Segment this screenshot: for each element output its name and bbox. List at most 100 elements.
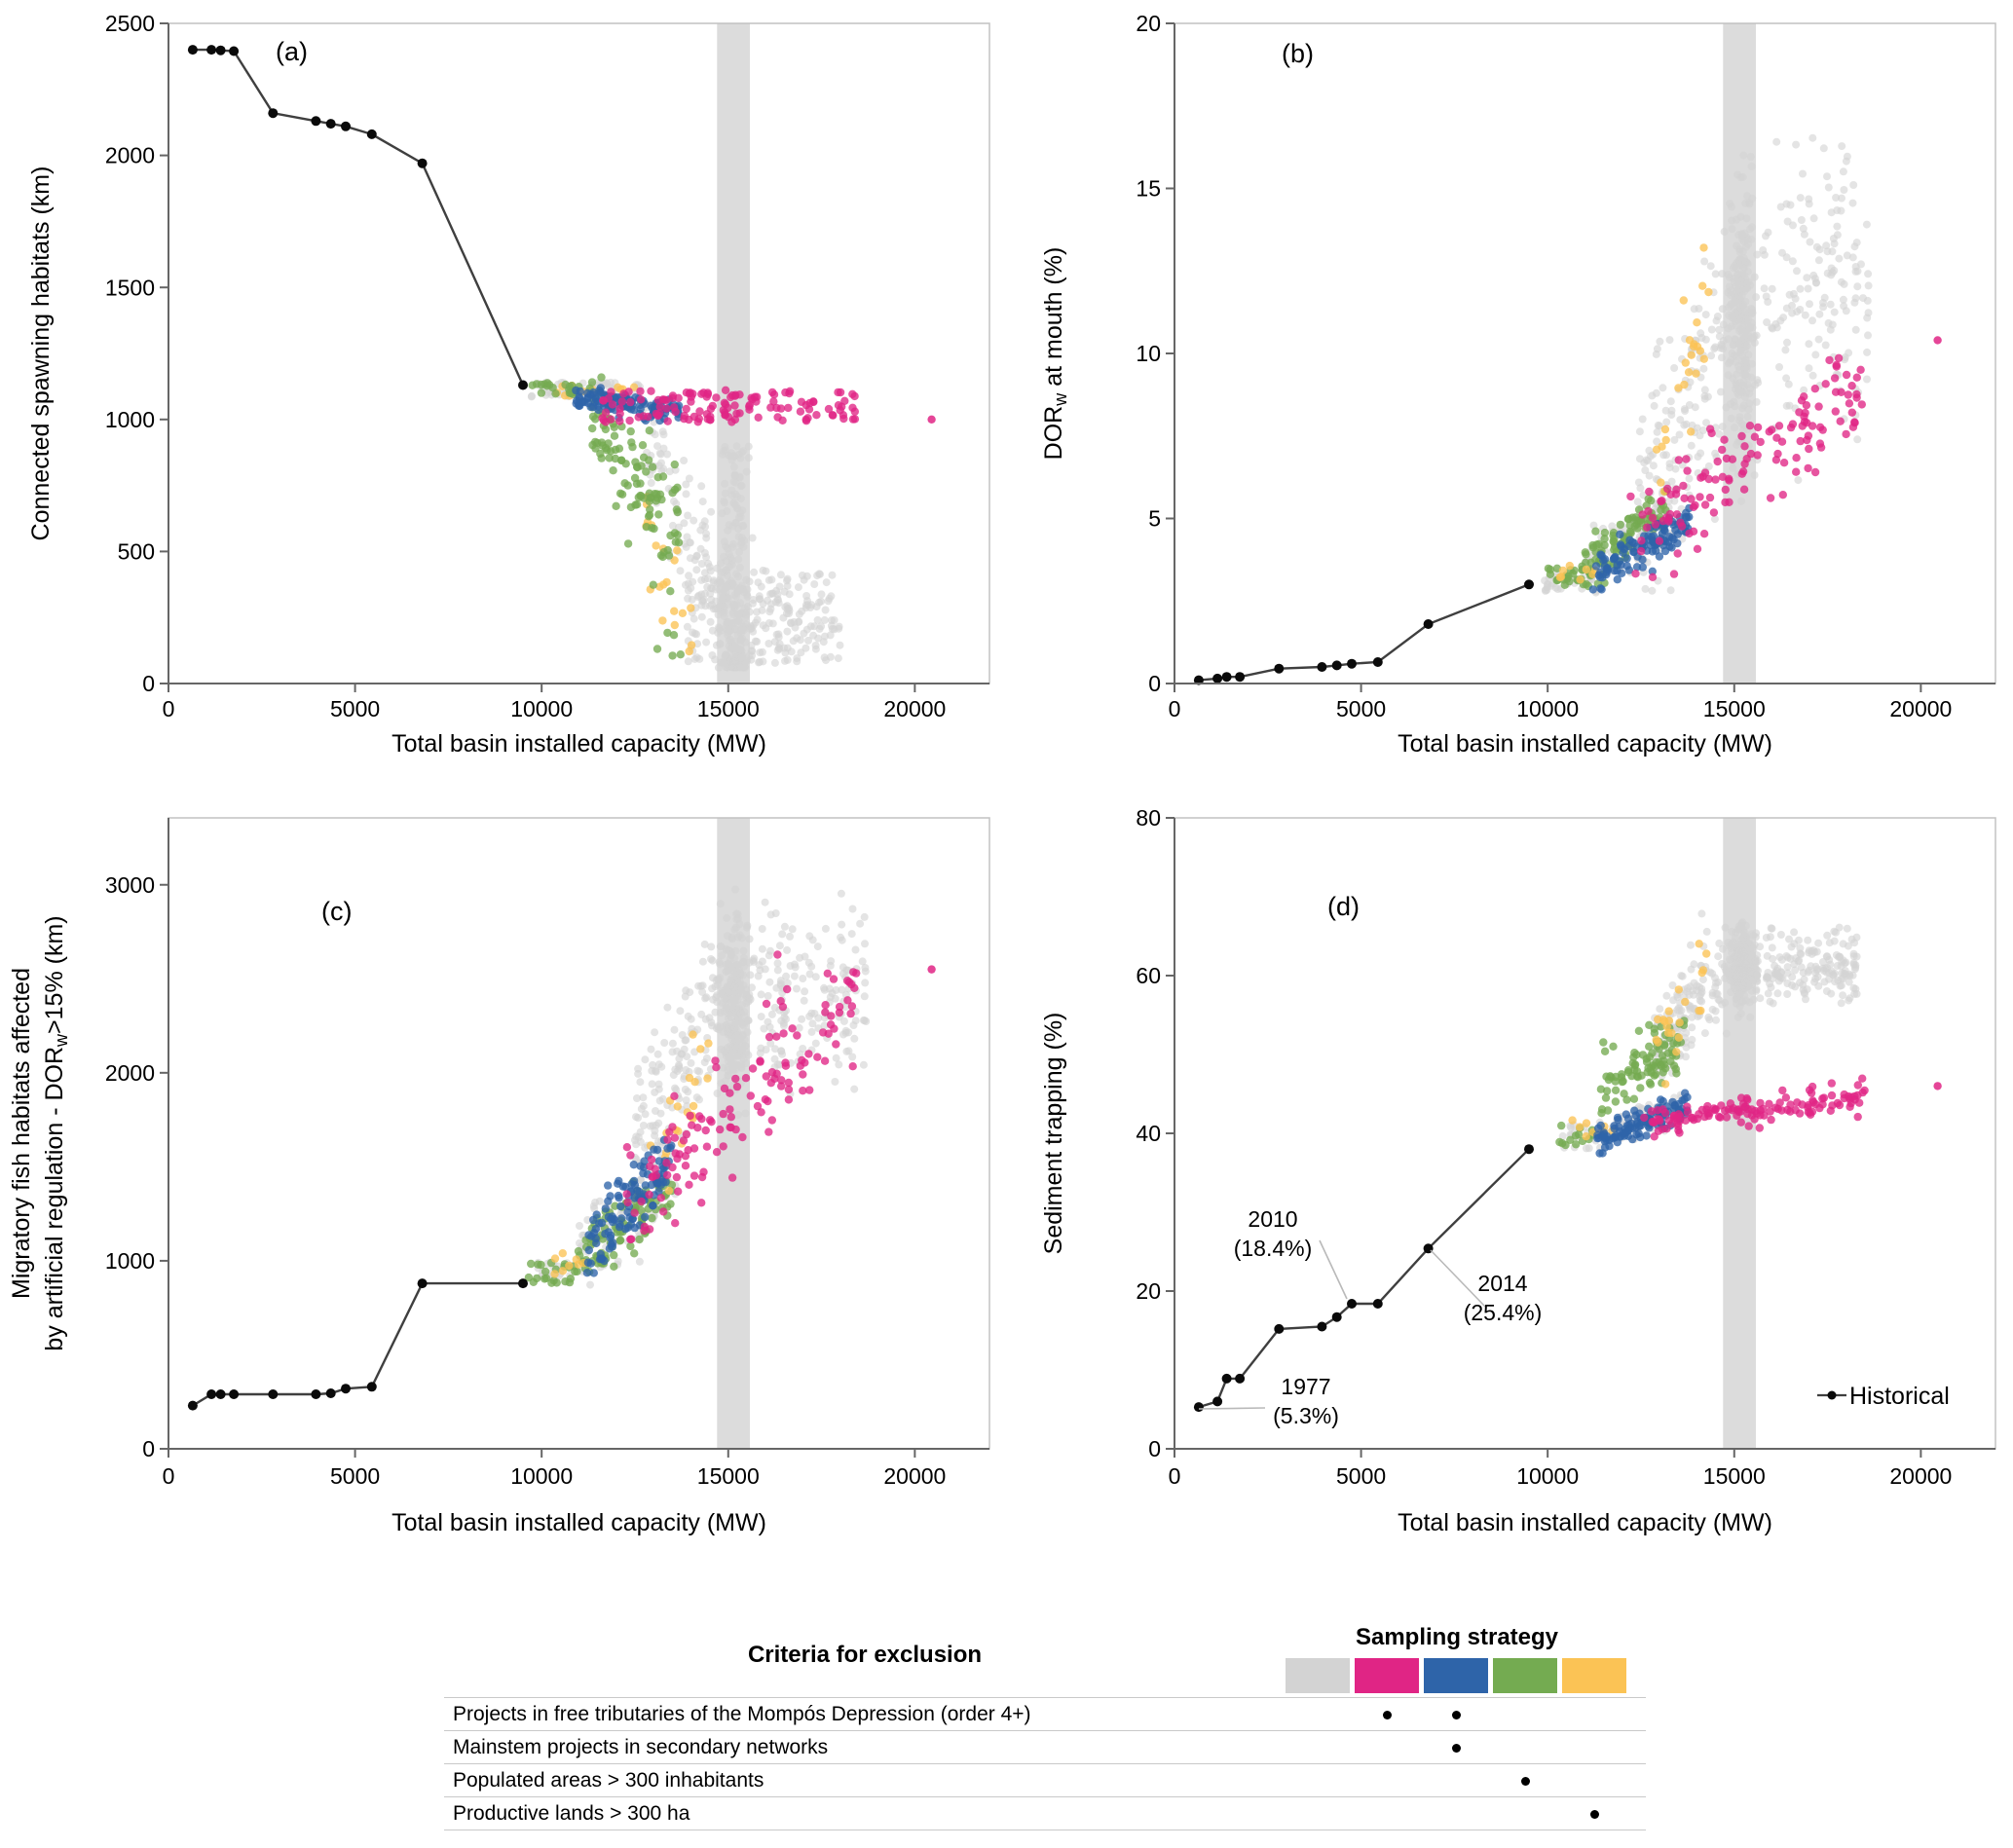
scatter-outlier-pink <box>927 415 936 424</box>
svg-text:40: 40 <box>1136 1121 1161 1146</box>
svg-text:0: 0 <box>142 671 155 696</box>
exclusion-row-label: Projects in free tributaries of the Momp… <box>453 1703 1031 1725</box>
x-tick-labels: 0 5000 10000 15000 20000 <box>163 696 947 721</box>
exclusion-row: Projects in free tributaries of the Momp… <box>444 1697 1646 1730</box>
svg-text:5000: 5000 <box>330 1463 380 1489</box>
criteria-header: Criteria for exclusion <box>747 1642 983 1668</box>
x-axis-title: Total basin installed capacity (MW) <box>1398 730 1772 758</box>
svg-text:5: 5 <box>1148 506 1161 532</box>
y-tick-labels: 0 500 1000 1500 2000 2500 <box>105 11 155 696</box>
historical-legend: Historical <box>1817 1383 1950 1410</box>
svg-text:2010: 2010 <box>1248 1206 1297 1232</box>
scatter-cluster-pink <box>1626 353 1866 581</box>
historical-series <box>1193 1144 1534 1413</box>
svg-text:0: 0 <box>1148 1436 1161 1461</box>
annotation-2014: 2014 (25.4%) <box>1430 1249 1543 1325</box>
svg-text:10: 10 <box>1136 341 1161 366</box>
panel-c-chart: 0 5000 10000 15000 20000 0 1000 2000 3000 Total b… <box>8 817 990 1536</box>
scatter-cluster-gray <box>1719 918 1765 1021</box>
panel-d-chart: 0 5000 10000 15000 20000 0 20 40 60 80 Total basin… <box>1040 805 1996 1536</box>
exclusion-row: Productive lands > 300 ha <box>444 1796 1646 1830</box>
scatter-outlier-pink <box>1933 336 1942 345</box>
x-axis-title: Total basin installed capacity (MW) <box>1398 1509 1772 1536</box>
panel-letter: (d) <box>1327 892 1360 921</box>
svg-text:15: 15 <box>1136 176 1161 202</box>
panel-letter: (a) <box>276 37 308 66</box>
panel-b-chart: 0 5000 10000 15000 20000 0 5 10 15 20 Total basin … <box>1040 11 1996 758</box>
scatter-outlier-pink <box>1933 1082 1942 1090</box>
axes <box>168 23 989 684</box>
svg-text:2014: 2014 <box>1477 1271 1527 1296</box>
strategy-swatch-blue <box>1424 1658 1488 1693</box>
axes <box>168 818 989 1450</box>
svg-text:0: 0 <box>1169 1463 1181 1489</box>
svg-text:1977: 1977 <box>1281 1374 1330 1399</box>
exclusion-row: Mainstem projects in secondary networks <box>444 1730 1646 1763</box>
svg-text:15000: 15000 <box>697 696 760 721</box>
y-axis-title: DORw​ at mouth (%) <box>1040 247 1070 461</box>
svg-text:20: 20 <box>1136 1278 1161 1304</box>
x-tick-labels: 0 5000 10000 15000 20000 <box>1169 1463 1953 1489</box>
tick-marks <box>160 22 916 692</box>
strategy-swatch-yellow <box>1562 1658 1626 1693</box>
scatter-cluster-green <box>652 628 685 660</box>
scatter-cluster-pink <box>598 386 860 426</box>
svg-text:60: 60 <box>1136 963 1161 988</box>
strategy-swatch-green <box>1493 1658 1557 1693</box>
panel-a-chart: 0 5000 10000 15000 20000 0 500 1000 1500 2000 2500… <box>27 11 990 758</box>
sampling-strategy-header: Sampling strategy <box>1355 1624 1559 1650</box>
tick-marks <box>160 883 916 1458</box>
y-tick-labels: 0 1000 2000 3000 <box>105 872 155 1461</box>
x-axis-title: Total basin installed capacity (MW) <box>391 730 766 758</box>
tick-marks <box>1166 22 1922 692</box>
svg-text:2500: 2500 <box>105 11 155 36</box>
svg-text:1000: 1000 <box>105 407 155 432</box>
scatter-cluster-gray <box>1760 133 1873 485</box>
historical-series <box>187 45 528 390</box>
scatter-cluster-yellow <box>1652 940 1711 1089</box>
strategy-swatch-pink <box>1355 1658 1419 1693</box>
scatter-cluster-gray <box>711 885 759 1119</box>
svg-text:0: 0 <box>163 696 175 721</box>
svg-text:(25.4%): (25.4%) <box>1464 1300 1543 1325</box>
scenario-highlight-band <box>1723 818 1756 1449</box>
svg-text:10000: 10000 <box>510 696 573 721</box>
svg-text:5000: 5000 <box>1336 1463 1386 1489</box>
y-tick-labels: 0 5 10 15 20 <box>1136 11 1161 696</box>
svg-text:20000: 20000 <box>883 1463 946 1489</box>
svg-text:10000: 10000 <box>1516 1463 1579 1489</box>
svg-text:15000: 15000 <box>697 1463 760 1489</box>
panel-letter: (b) <box>1282 39 1314 68</box>
y-axis-title: Connected spawning habitats (km) <box>27 166 55 541</box>
svg-text:20000: 20000 <box>883 696 946 721</box>
scatter-outlier-pink <box>927 965 936 974</box>
exclusion-criteria-legend: Criteria for exclusion Sampling strategy… <box>0 1607 2013 1848</box>
criterion-dot-blue <box>1451 1711 1461 1719</box>
plot-box <box>168 22 990 684</box>
scatter-cluster-yellow <box>550 1249 588 1278</box>
svg-text:0: 0 <box>142 1436 155 1461</box>
tick-marks <box>1166 817 1922 1458</box>
svg-text:0: 0 <box>163 1463 175 1489</box>
svg-text:20000: 20000 <box>1889 696 1952 721</box>
svg-text:15000: 15000 <box>1703 696 1766 721</box>
exclusion-row-label: Productive lands > 300 ha <box>453 1802 690 1825</box>
annotation-1977: 1977 (5.3%) <box>1198 1374 1339 1428</box>
scatter-cluster-green <box>1596 1016 1689 1118</box>
svg-text:10000: 10000 <box>510 1463 573 1489</box>
plot-box <box>168 817 990 1450</box>
historical-series <box>1193 579 1534 685</box>
exclusion-row-label: Populated areas > 300 inhabitants <box>453 1769 764 1792</box>
y-tick-labels: 0 20 40 60 80 <box>1136 805 1161 1461</box>
criterion-dot-pink <box>1382 1711 1392 1719</box>
annotation-2010: 2010 (18.4%) <box>1234 1206 1348 1300</box>
svg-text:3000: 3000 <box>105 872 155 898</box>
strategy-swatch-gray <box>1286 1658 1350 1693</box>
svg-text:0: 0 <box>1169 696 1181 721</box>
panel-letter: (c) <box>321 897 352 926</box>
scatter-cluster-gray <box>1762 923 1861 1008</box>
svg-text:20: 20 <box>1136 11 1161 36</box>
x-tick-labels: 0 5000 10000 15000 20000 <box>1169 696 1953 721</box>
historical-series <box>187 1278 528 1411</box>
scatter-cluster-gray <box>1717 151 1768 505</box>
